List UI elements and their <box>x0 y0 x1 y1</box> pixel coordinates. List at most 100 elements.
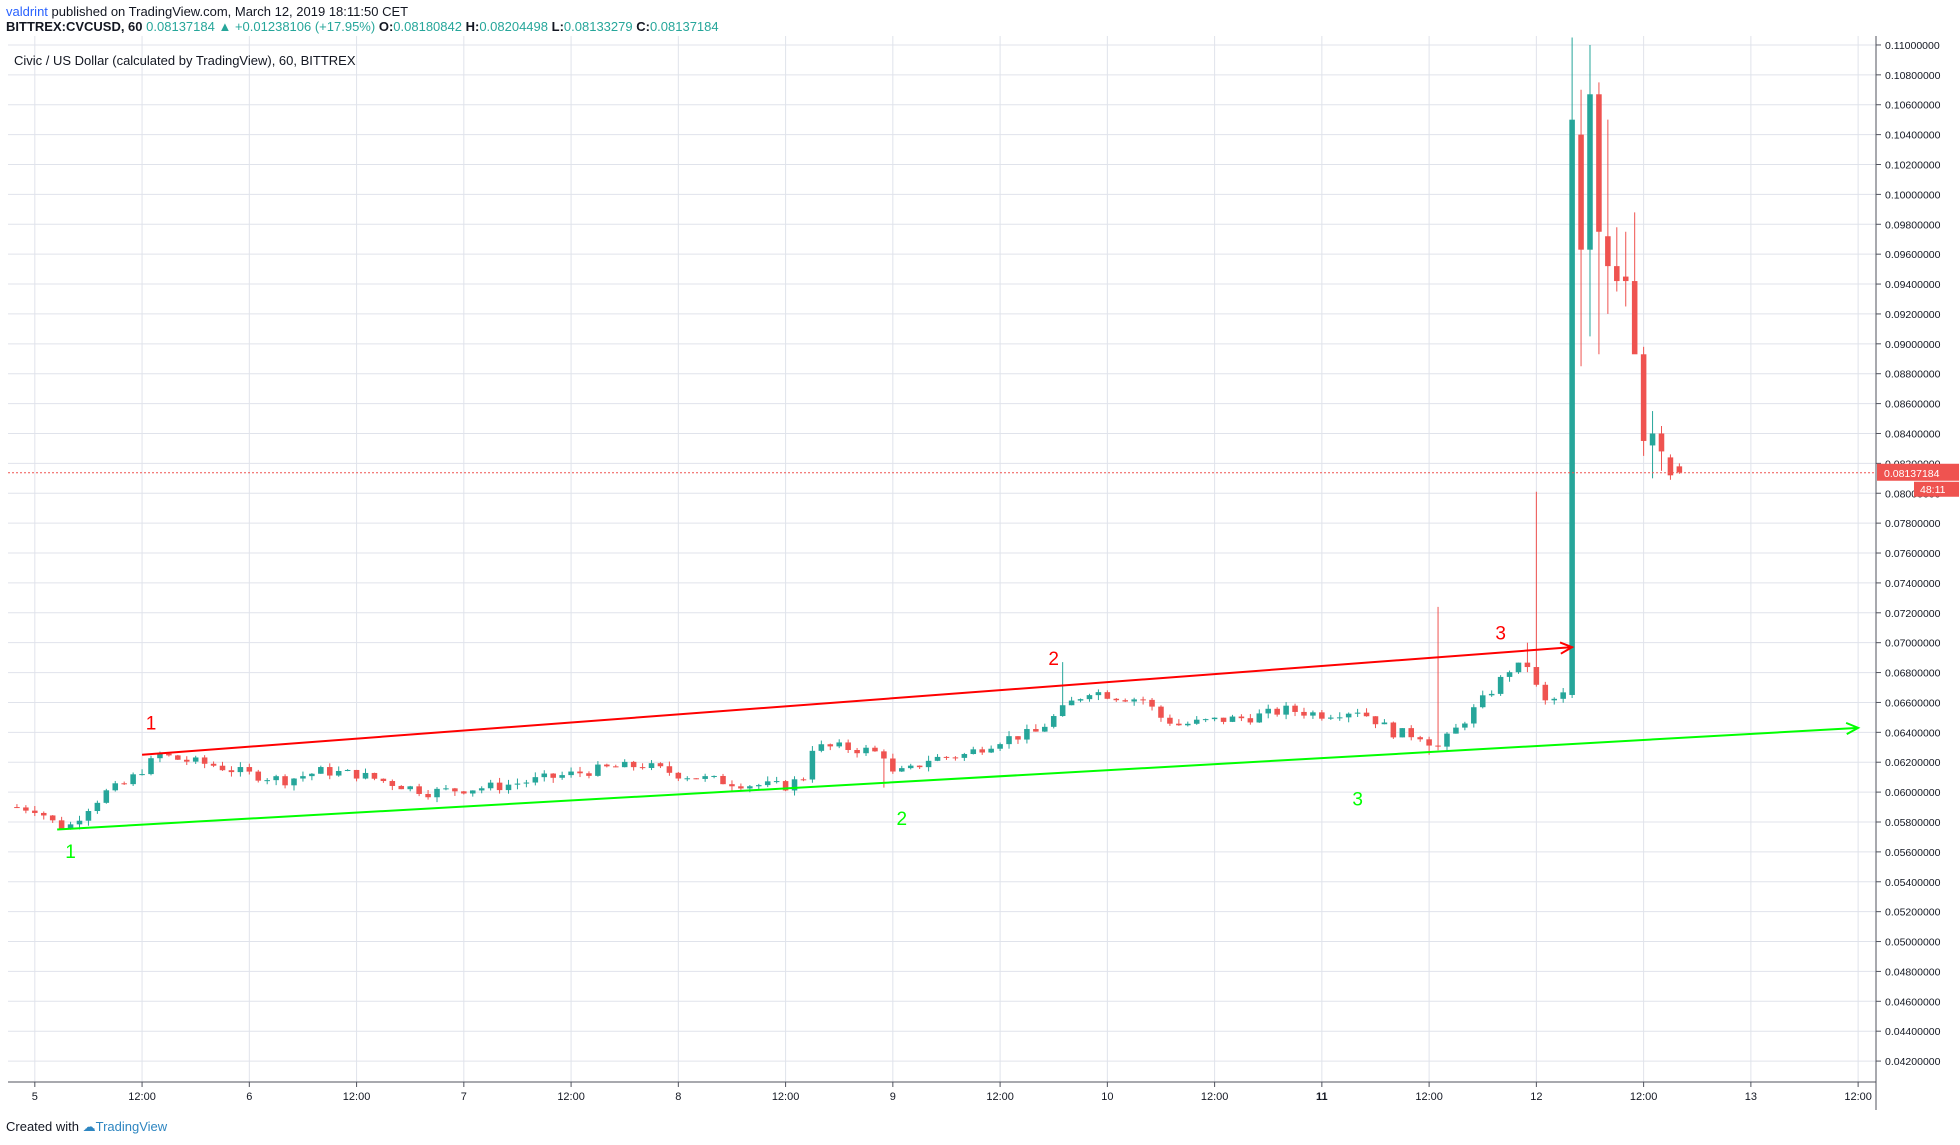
candle-down <box>1390 722 1397 738</box>
y-tick-label: 0.06000000 <box>1885 787 1941 799</box>
candle-down <box>371 772 378 779</box>
author-link[interactable]: valdrint <box>6 4 48 19</box>
candle-down <box>1158 706 1164 718</box>
support-line <box>57 726 1859 831</box>
y-tick-label: 0.06800000 <box>1885 668 1941 680</box>
y-tick-label: 0.10400000 <box>1885 130 1941 142</box>
candle-down <box>630 761 637 768</box>
candle-up <box>1068 700 1075 706</box>
candle-up <box>559 775 565 778</box>
candle-up <box>67 824 74 829</box>
candle-up <box>970 749 977 755</box>
candle-down <box>1149 699 1155 707</box>
candle-up <box>1265 708 1272 714</box>
candle-up <box>1024 729 1030 740</box>
candle-up <box>1229 716 1236 722</box>
y-tick-label: 0.04600000 <box>1885 996 1941 1008</box>
candle-up <box>318 767 324 774</box>
price-change: +0.01238106 (+17.95%) <box>234 19 376 34</box>
candle-up <box>291 778 297 786</box>
price-axis[interactable]: 0.11000000 0.10800000 0.10600000 0.10400000… <box>1876 40 1941 1068</box>
candle-down <box>1426 739 1432 746</box>
candle-up <box>1587 94 1593 250</box>
candle-up <box>1551 698 1558 701</box>
candle-down <box>1104 692 1111 699</box>
candle-up <box>1497 676 1504 694</box>
candle-down <box>1319 712 1325 719</box>
candle-down <box>121 783 127 785</box>
symbol-label: BITTREX:CVCUSD, 60 <box>6 19 143 34</box>
y-tick-label: 0.08400000 <box>1885 428 1941 440</box>
candle-up <box>469 790 476 794</box>
candle-up <box>925 760 932 768</box>
y-tick-label: 0.06400000 <box>1885 727 1941 739</box>
candle-up <box>434 788 440 798</box>
candle-down <box>175 755 181 760</box>
candle-up <box>1283 705 1289 715</box>
candle-down <box>890 758 896 772</box>
support-touch-label: 2 <box>896 809 907 830</box>
candle-up <box>648 763 655 769</box>
candle-down <box>827 744 834 747</box>
candle-down <box>729 784 735 787</box>
candle-up <box>1193 719 1200 724</box>
candle-up <box>568 771 574 776</box>
x-tick-label: 6 <box>246 1091 252 1103</box>
y-tick-label: 0.04200000 <box>1885 1056 1941 1068</box>
price-tag-label: 0.08137184 <box>1884 468 1940 480</box>
y-tick-label: 0.06600000 <box>1885 697 1941 709</box>
candle-up <box>76 820 83 825</box>
candle-up <box>443 788 449 790</box>
candle-up <box>961 754 968 758</box>
candle-down <box>577 771 583 774</box>
candle-up <box>809 750 816 780</box>
candle-down <box>219 765 226 771</box>
candle-down <box>639 767 646 769</box>
footer: Created with ☁TradingView <box>6 1119 167 1135</box>
low-label: L: <box>551 19 564 34</box>
candle-down <box>943 756 950 758</box>
candle-down <box>782 781 789 791</box>
candle-down <box>916 765 923 768</box>
y-tick-label: 0.05400000 <box>1885 877 1941 889</box>
candle-up <box>899 768 905 772</box>
resistance-touch-label: 3 <box>1495 624 1506 645</box>
candle-down <box>1292 705 1298 712</box>
support-touch-label: 1 <box>65 842 76 863</box>
candle-down <box>881 751 887 759</box>
candle-down <box>952 757 959 759</box>
candle-up <box>756 785 762 787</box>
candle-down <box>1113 698 1120 701</box>
footer-brand[interactable]: TradingView <box>95 1119 168 1134</box>
candle-down <box>183 759 190 762</box>
publish-info: published on TradingView.com, March 12, … <box>51 4 409 19</box>
candle-up <box>523 782 530 784</box>
x-tick-label: 12:00 <box>772 1091 800 1103</box>
candle-up <box>407 786 413 790</box>
candle-down <box>1578 134 1584 250</box>
x-tick-label: 12:00 <box>128 1091 156 1103</box>
candle-down <box>1408 728 1415 738</box>
candles <box>14 37 1683 830</box>
y-tick-label: 0.07400000 <box>1885 578 1941 590</box>
candle-down <box>398 785 405 790</box>
candle-down <box>389 781 396 786</box>
candle-up <box>1050 716 1057 727</box>
trend-annotations: 1 2 3 1 2 3 <box>57 624 1861 863</box>
candle-up <box>1381 722 1388 725</box>
candle-down <box>612 766 619 768</box>
candle-down <box>854 749 860 754</box>
countdown-tag-bg <box>1914 481 1959 497</box>
time-axis[interactable]: 5 12:00 6 12:00 7 12:00 8 12:00 9 12:00 10 12:00 11 1… <box>32 1082 1872 1103</box>
candle-down <box>1220 717 1227 722</box>
candle-up <box>1211 717 1218 720</box>
candle-down <box>49 815 56 821</box>
candle-down <box>425 793 431 798</box>
candle-up <box>907 765 914 769</box>
candle-down <box>1015 736 1021 740</box>
y-tick-label: 0.11000000 <box>1885 40 1940 52</box>
y-tick-label: 0.07600000 <box>1885 548 1941 560</box>
x-tick-label: 12:00 <box>1844 1091 1872 1103</box>
candle-down <box>1301 711 1307 716</box>
